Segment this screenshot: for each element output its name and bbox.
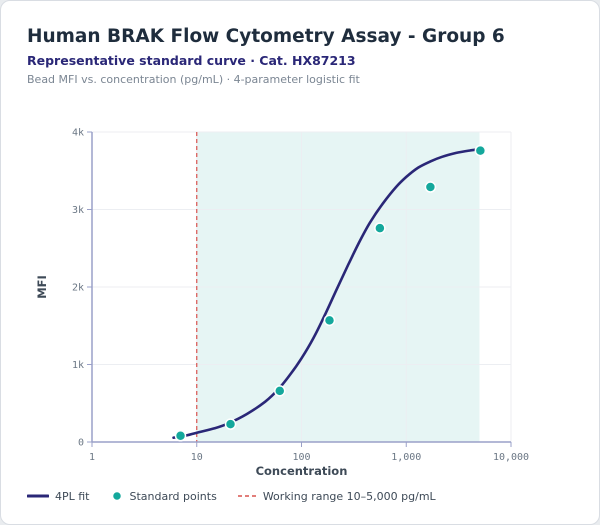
standard-point <box>274 385 286 397</box>
x-axis-title: Concentration <box>256 464 348 478</box>
legend-points: Standard points <box>110 489 217 503</box>
legend-range-label: Working range 10–5,000 pg/mL <box>262 489 436 503</box>
y-tick-label: 2k <box>72 283 84 294</box>
legend-range: Working range 10–5,000 pg/mL <box>237 490 436 503</box>
standard-curve-chart: 0 1k 2k 3k 4k 1 10 100 1,000 10,000 Concentration M… <box>35 128 529 479</box>
chart-caption: Bead MFI vs. concentration (pg/mL) · 4-p… <box>27 73 360 86</box>
chart-subtitle: Representative standard curve · Cat. HX8… <box>27 53 356 68</box>
y-axis-title: MFI <box>35 275 49 299</box>
point-marker-swatch <box>111 490 122 502</box>
x-tick-label: 10 <box>191 452 203 463</box>
legend-fit-label: 4PL fit <box>55 489 90 503</box>
range-line-swatch <box>237 495 256 497</box>
x-tick-label: 1,000 <box>391 452 421 463</box>
x-tick-label: 100 <box>292 452 310 463</box>
y-tick-label: 4k <box>72 128 84 139</box>
x-tick-label: 10,000 <box>493 452 529 463</box>
legend-fit: 4PL fit <box>27 490 90 503</box>
legend-points-label: Standard points <box>129 489 217 503</box>
y-tick-label: 3k <box>72 205 84 216</box>
chart-legend: 4PL fit Standard points Working range 10… <box>27 489 456 503</box>
chart-title: Human BRAK Flow Cytometry Assay - Group … <box>27 26 505 47</box>
y-tick-label: 1k <box>72 360 84 371</box>
y-tick-label: 0 <box>78 438 84 449</box>
standard-point <box>174 430 187 442</box>
standard-point <box>224 418 237 430</box>
standard-point <box>323 314 336 327</box>
standard-point <box>424 181 437 193</box>
fit-line-swatch <box>27 494 49 498</box>
x-tick-label: 1 <box>89 452 95 463</box>
standard-point <box>474 144 487 157</box>
standard-point <box>374 222 386 234</box>
